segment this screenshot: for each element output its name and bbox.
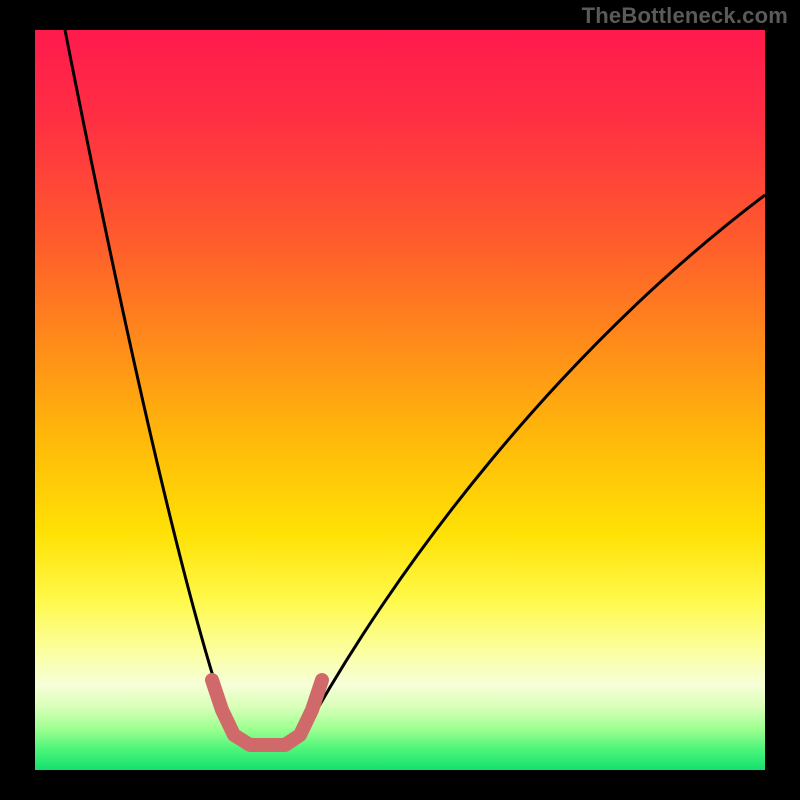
- bottleneck-chart: [0, 0, 800, 800]
- gradient-background: [35, 30, 765, 770]
- chart-container: TheBottleneck.com: [0, 0, 800, 800]
